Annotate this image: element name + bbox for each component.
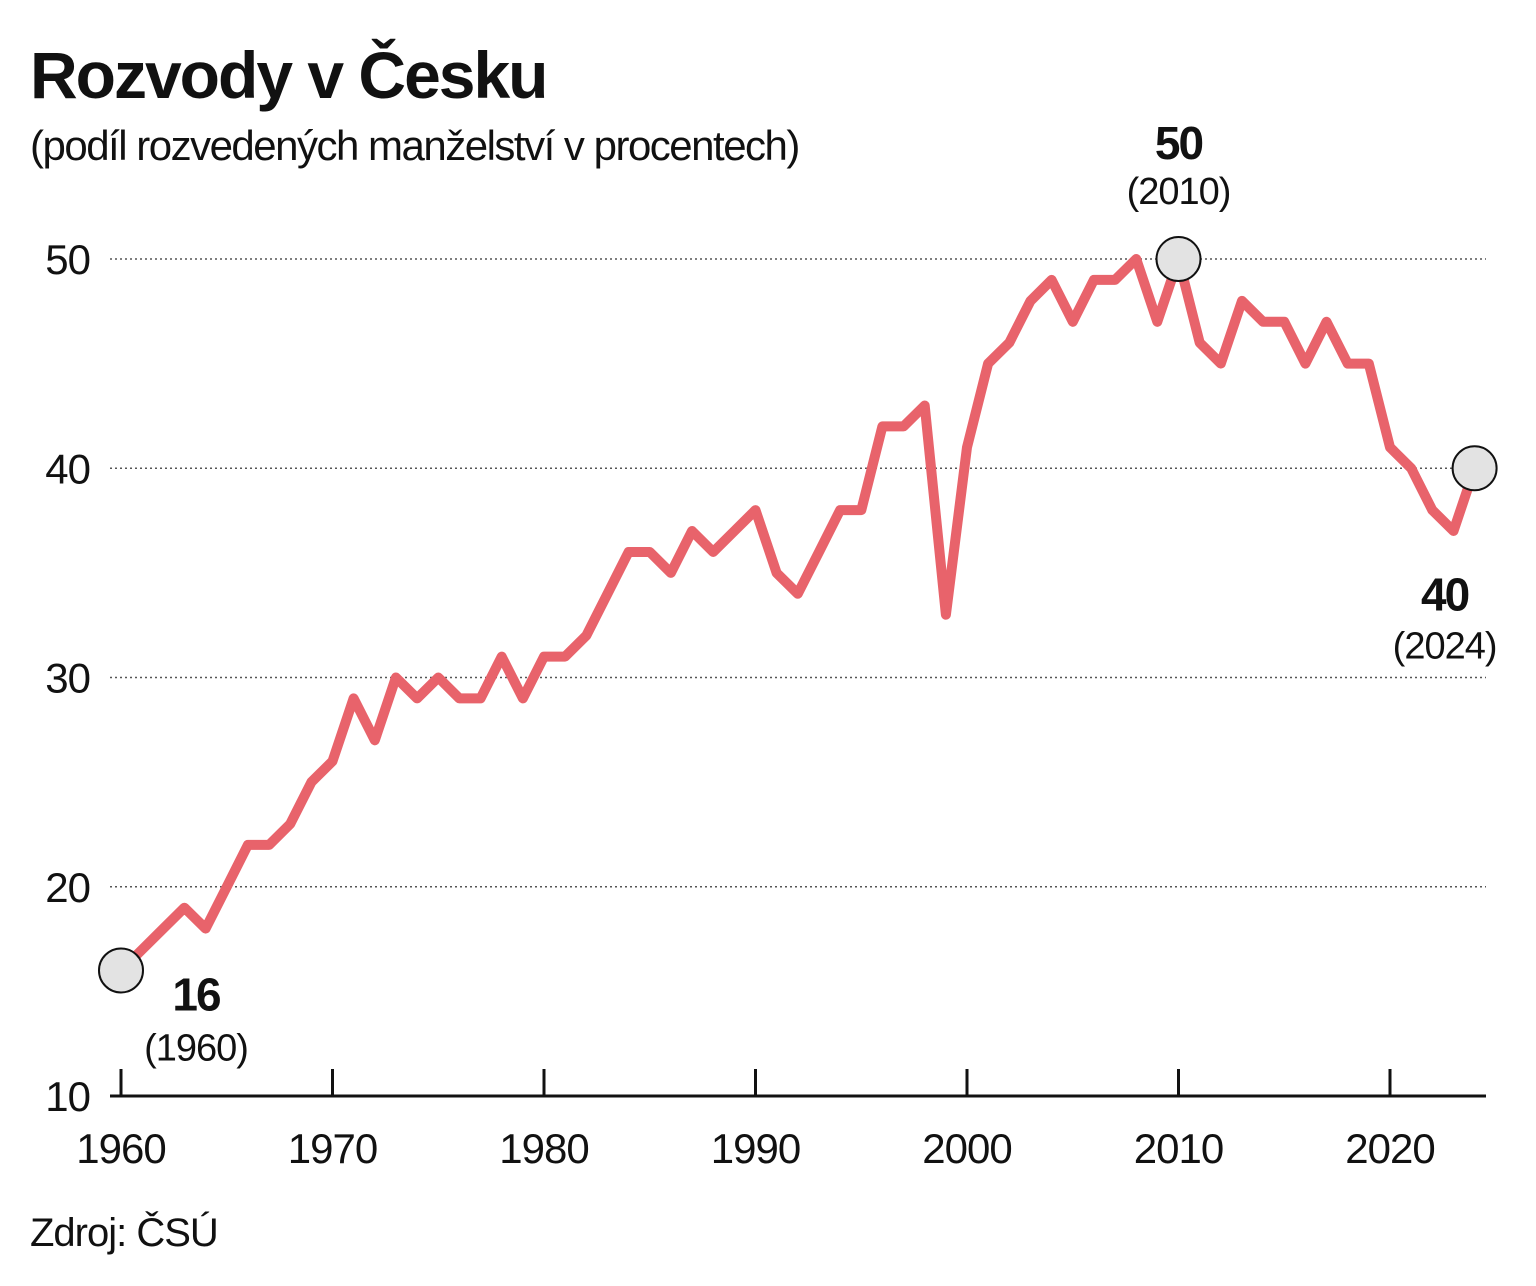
x-tick-label-1960: 1960 xyxy=(76,1125,165,1172)
chart-subtitle: (podíl rozvedených manželství v procente… xyxy=(30,122,799,169)
x-tick-label-2000: 2000 xyxy=(922,1125,1011,1172)
annotation-year: (2024) xyxy=(1393,625,1497,667)
y-tick-label-50: 50 xyxy=(45,236,90,283)
y-tick-label-20: 20 xyxy=(45,864,90,911)
x-tick-label-1980: 1980 xyxy=(499,1125,588,1172)
highlight-marker-1960 xyxy=(98,947,144,994)
highlight-marker-2024 xyxy=(1451,445,1498,492)
annotation-year: (2010) xyxy=(1127,171,1231,213)
y-tick-label-40: 40 xyxy=(45,445,90,492)
y-tick-label-10: 10 xyxy=(45,1073,90,1120)
annotation-value: 50 xyxy=(1155,117,1203,169)
annotation-year: (1960) xyxy=(144,1027,248,1069)
annotation-value: 40 xyxy=(1421,568,1469,620)
x-tick-label-1970: 1970 xyxy=(288,1125,377,1172)
x-tick-label-1990: 1990 xyxy=(711,1125,800,1172)
chart-title: Rozvody v Česku xyxy=(30,38,547,112)
y-tick-label-30: 30 xyxy=(45,655,90,702)
annotation-value: 16 xyxy=(172,968,220,1020)
highlight-marker-2010 xyxy=(1155,236,1202,282)
x-tick-label-2020: 2020 xyxy=(1345,1125,1434,1172)
x-tick-label-2010: 2010 xyxy=(1134,1125,1223,1172)
source-note: Zdroj: ČSÚ xyxy=(30,1210,218,1255)
series-line xyxy=(116,254,1480,976)
